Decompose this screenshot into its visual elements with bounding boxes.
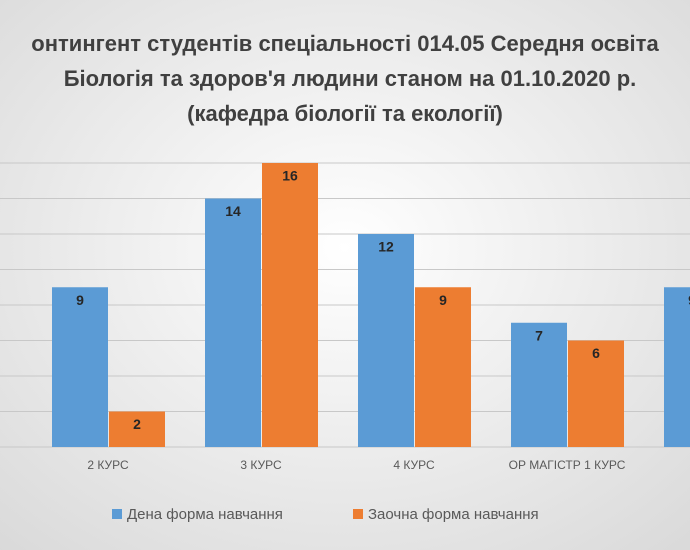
bar	[511, 322, 567, 447]
x-tick-label: 3 КУРС	[240, 458, 282, 472]
x-tick-label: ОР МАГІСТР 1 КУРС	[509, 458, 626, 472]
value-label: 12	[378, 239, 394, 255]
value-label: 9	[688, 292, 690, 308]
legend-swatch	[353, 509, 363, 519]
chart-title: (кафедра біології та екології)	[187, 101, 503, 126]
bar	[664, 287, 690, 447]
legend-label: Дена форма навчання	[127, 506, 283, 523]
bar	[52, 287, 108, 447]
legend-label: Заочна форма навчання	[368, 506, 539, 523]
value-label: 7	[535, 327, 543, 343]
legend-swatch	[112, 509, 122, 519]
bar	[205, 198, 261, 447]
bar	[109, 411, 165, 447]
chart-title: онтингент студентів спеціальності 014.05…	[31, 31, 659, 56]
value-label: 14	[225, 203, 241, 219]
bar	[358, 234, 414, 447]
value-label: 16	[282, 168, 298, 184]
value-label: 6	[592, 345, 600, 361]
x-tick-label: 4 КУРС	[393, 458, 435, 472]
value-label: 9	[439, 292, 447, 308]
x-tick-label: 2 КУРС	[87, 458, 129, 472]
bar	[415, 287, 471, 447]
value-label: 2	[133, 416, 141, 432]
chart-title: Біологія та здоров'я людини станом на 01…	[64, 66, 637, 91]
value-label: 9	[76, 292, 84, 308]
bar	[262, 163, 318, 447]
bar	[568, 340, 624, 447]
